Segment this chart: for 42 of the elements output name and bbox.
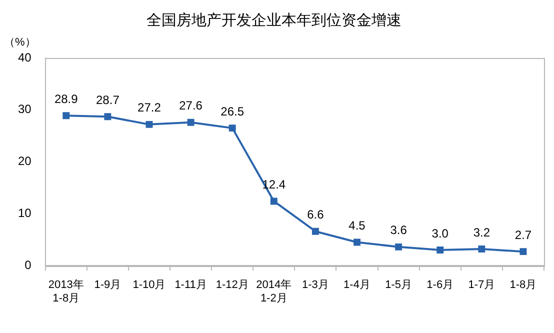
x-tick-label: 1-7月 (468, 279, 496, 292)
x-tick-label: 1-5月 (385, 279, 412, 292)
data-label: 27.6 (179, 98, 203, 113)
point (104, 113, 112, 120)
data-label: 28.9 (54, 92, 78, 106)
y-tick-label: 20 (18, 154, 32, 168)
data-label: 6.6 (307, 208, 324, 222)
y-axis-title: （%） (4, 36, 36, 49)
point (228, 124, 236, 132)
data-label: 3.0 (432, 226, 449, 240)
x-tick-label: 2013年 1-8月 (48, 279, 84, 304)
data-label: 2.7 (514, 228, 532, 242)
x-tick-label: 1-3月 (302, 279, 329, 292)
data-label: 3.6 (390, 223, 408, 238)
point (146, 120, 153, 128)
point (187, 118, 194, 126)
x-tick-label: 1-10月 (132, 279, 166, 292)
x-tick-label: 1-4月 (344, 279, 370, 292)
point (478, 246, 486, 252)
chart-title: 全国房地产开发企业本年到位资金增速 (146, 12, 402, 30)
data-label: 4.5 (348, 218, 366, 233)
y-tick-label: 30 (18, 102, 32, 116)
y-tick-label: 40 (18, 50, 32, 64)
x-tick-label: 2014年 1-2月 (256, 279, 292, 304)
x-tick-label: 1-6月 (426, 279, 454, 292)
x-tick-label: 1-9月 (94, 279, 122, 292)
x-tick-label: 1-8月 (510, 279, 537, 292)
point (395, 243, 402, 250)
x-tick-label: 1-11月 (174, 279, 207, 292)
data-label: 3.2 (473, 225, 490, 240)
point (354, 238, 360, 246)
x-tick-label: 1-12月 (216, 279, 249, 292)
y-tick-label: 0 (24, 258, 32, 272)
y-tick-label: 10 (18, 206, 32, 220)
data-label: 26.5 (220, 104, 244, 118)
point (270, 198, 278, 205)
data-label: 28.7 (96, 92, 120, 107)
data-label: 27.2 (138, 100, 162, 115)
point (520, 248, 527, 256)
point (312, 228, 319, 235)
point (62, 112, 70, 120)
point (436, 246, 444, 254)
